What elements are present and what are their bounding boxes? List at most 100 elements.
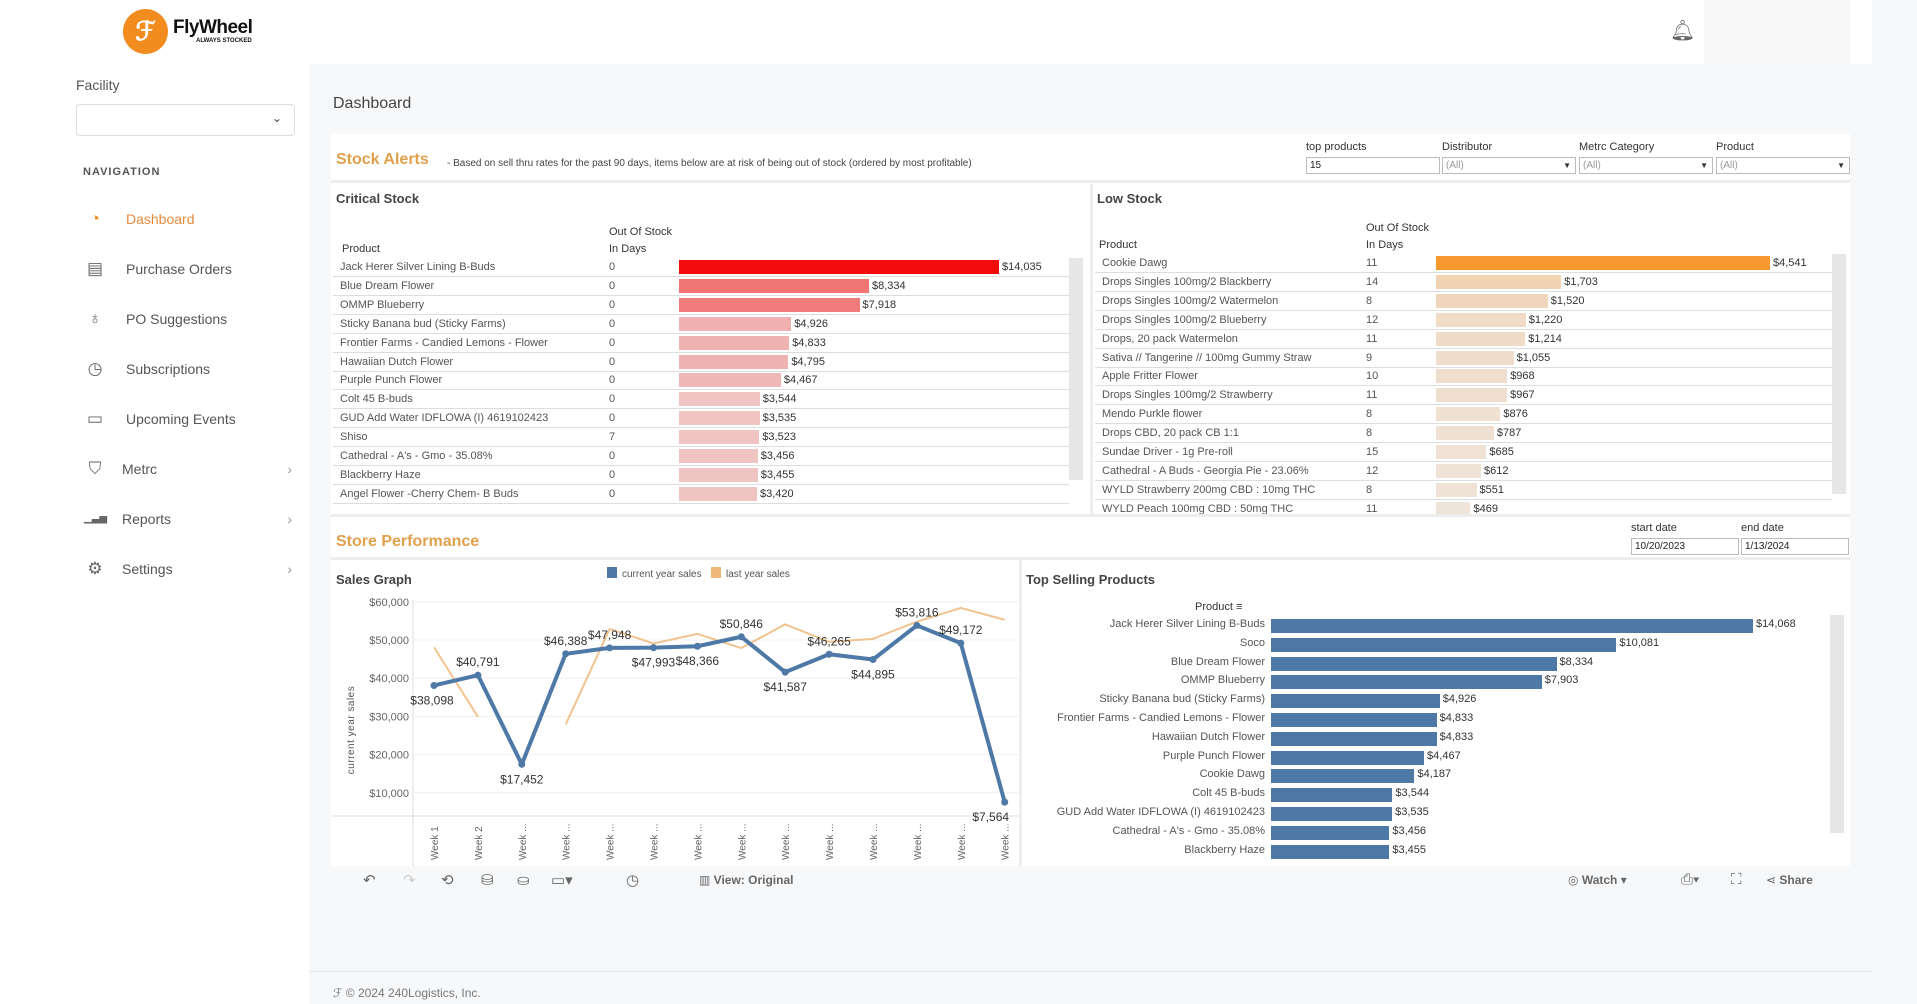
table-row[interactable]: Drops, 20 pack Watermelon 11 $1,214	[1095, 330, 1832, 349]
filter-select-distributor[interactable]: (All) ▼	[1442, 157, 1576, 174]
table-row[interactable]: Drops Singles 100mg/2 Strawberry 11 $967	[1095, 386, 1832, 406]
table-row[interactable]: Angel Flower -Cherry Chem- B Buds 0 $3,420	[333, 485, 1069, 504]
sidebar-item-purchase-orders[interactable]: ▤ Purchase Orders	[84, 254, 294, 284]
product-name: Drops, 20 pack Watermelon	[1102, 332, 1238, 345]
fullscreen-icon[interactable]: ⛶	[1731, 871, 1742, 888]
table-row[interactable]: Apple Fritter Flower 10 $968	[1095, 367, 1832, 387]
sidebar-item-settings[interactable]: ⚙ Settings ›	[84, 554, 294, 584]
table-row[interactable]: Drops Singles 100mg/2 Watermelon 8 $1,520	[1095, 292, 1832, 311]
sidebar: ℱ FlyWheel ALWAYS STOCKED Facility ⌄ NAV…	[0, 0, 309, 1004]
data-label: $48,366	[676, 654, 720, 668]
bar[interactable]	[1271, 656, 1557, 671]
table-row[interactable]: Frontier Farms - Candied Lemons - Flower…	[333, 334, 1069, 353]
download-icon[interactable]: ⎙▾	[1681, 871, 1700, 888]
revert-icon[interactable]: ⟲	[441, 872, 454, 889]
sidebar-item-label: Dashboard	[126, 211, 195, 227]
undo-icon[interactable]: ↶	[363, 872, 376, 889]
days-out-of-stock: 11	[1366, 502, 1378, 514]
sidebar-item-upcoming-events[interactable]: ▭ Upcoming Events	[84, 404, 294, 434]
bar[interactable]	[1271, 731, 1437, 746]
profit-value: $612	[1484, 464, 1509, 477]
top-selling-scrollbar[interactable]	[1830, 615, 1844, 833]
product-name: Purple Punch Flower	[340, 374, 443, 387]
profit-value: $1,520	[1550, 294, 1585, 307]
dropdown-arrow-icon: ▼	[1563, 161, 1571, 170]
performance-icon[interactable]: ◷	[626, 872, 640, 889]
filter-select-metrc-category[interactable]: (All) ▼	[1579, 157, 1713, 174]
sidebar-item-dashboard[interactable]: ◔ Dashboard	[84, 204, 294, 234]
bar-value-label: $14,068	[1756, 618, 1796, 630]
x-tick-label: Week ...	[606, 824, 617, 861]
profit-bar	[679, 354, 789, 369]
profit-value: $7,918	[862, 298, 897, 311]
bar[interactable]	[1271, 788, 1393, 803]
refresh-data-icon[interactable]: ⛁	[481, 872, 494, 889]
table-row[interactable]: Sundae Driver - 1g Pre-roll 15 $685	[1095, 443, 1832, 462]
low-scrollbar[interactable]	[1832, 254, 1846, 494]
table-row[interactable]: Cathedral - A's - Gmo - 35.08% 0 $3,456	[333, 447, 1069, 466]
pause-updates-icon[interactable]: ⛀	[517, 872, 530, 889]
table-row[interactable]: WYLD Strawberry 200mg CBD : 10mg THC 8 $55…	[1095, 481, 1832, 500]
sidebar-item-metrc[interactable]: ⛉ Metrc ›	[84, 454, 294, 484]
bar[interactable]	[1271, 844, 1390, 859]
table-row[interactable]: Sticky Banana bud (Sticky Farms) 0 $4,926	[333, 315, 1069, 334]
redo-icon[interactable]: ↷	[403, 872, 416, 889]
facility-select[interactable]: ⌄	[76, 104, 295, 136]
table-row[interactable]: OMMP Blueberry 0 $7,918	[333, 296, 1069, 315]
watch-button[interactable]: ◎ Watch ▾	[1568, 873, 1627, 887]
view-original-button[interactable]: ▥ View: Original	[699, 873, 793, 887]
end-date-input[interactable]: 1/13/2024	[1741, 538, 1849, 555]
profit-bar	[679, 411, 760, 426]
table-row[interactable]: Purple Punch Flower 0 $4,467	[333, 371, 1069, 391]
table-row[interactable]: Hawaiian Dutch Flower 0 $4,795	[333, 353, 1069, 372]
table-row[interactable]: Blue Dream Flower 0 $8,334	[333, 277, 1069, 296]
sort-icon[interactable]: ≡	[1235, 601, 1243, 613]
filter-select-product[interactable]: (All) ▼	[1716, 157, 1850, 174]
filter-label: Product	[1716, 141, 1754, 153]
share-button[interactable]: ⋖ Share	[1766, 873, 1813, 887]
sidebar-item-po-suggestions[interactable]: ♁ PO Suggestions	[84, 304, 294, 334]
chevron-right-icon: ›	[287, 461, 292, 477]
days-out-of-stock: 12	[1366, 313, 1379, 326]
table-row[interactable]: Shiso 7 $3,523	[333, 428, 1069, 448]
bar[interactable]	[1271, 713, 1437, 727]
product-name: GUD Add Water IDFLOWA (I) 4619102423	[340, 412, 549, 425]
bar[interactable]	[1271, 637, 1617, 652]
table-row[interactable]: Colt 45 B-buds 0 $3,544	[333, 390, 1069, 410]
table-row[interactable]: Sativa // Tangerine // 100mg Gummy Straw…	[1095, 349, 1832, 368]
bar[interactable]	[1271, 769, 1415, 784]
table-row[interactable]: Mendo Purkle flower 8 $876	[1095, 405, 1832, 425]
bar[interactable]	[1271, 750, 1425, 765]
bar[interactable]	[1271, 807, 1393, 821]
table-row[interactable]: WYLD Peach 100mg CBD : 50mg THC 11 $469	[1095, 500, 1832, 514]
table-row[interactable]: Blackberry Haze 0 $3,455	[333, 466, 1069, 485]
sidebar-item-subscriptions[interactable]: ◷ Subscriptions	[84, 354, 294, 384]
bar[interactable]	[1271, 675, 1542, 690]
user-menu[interactable]	[1704, 0, 1850, 64]
table-row[interactable]: Drops Singles 100mg/2 Blackberry 14 $1,703	[1095, 273, 1832, 292]
table-row[interactable]: Drops CBD, 20 pack CB 1:1 8 $787	[1095, 424, 1832, 444]
table-row[interactable]: Cathedral - A Buds - Georgia Pie - 23.06…	[1095, 462, 1832, 481]
bar[interactable]	[1271, 825, 1390, 840]
x-tick-label: Week ...	[650, 824, 661, 861]
header-line: Out Of Stock	[1366, 222, 1429, 234]
profit-bar	[1436, 256, 1770, 270]
table-row[interactable]: Drops Singles 100mg/2 Blueberry 12 $1,220	[1095, 311, 1832, 330]
product-name: Mendo Purkle flower	[1102, 408, 1203, 421]
table-row[interactable]: GUD Add Water IDFLOWA (I) 4619102423 0 $3,…	[333, 409, 1069, 429]
profit-value: $4,926	[794, 317, 828, 330]
sidebar-item-reports[interactable]: ▁▃▅ Reports ›	[84, 504, 294, 534]
critical-scrollbar[interactable]	[1069, 258, 1083, 480]
table-row[interactable]: Jack Herer Silver Lining B-Buds 0 $14,035	[333, 258, 1069, 277]
start-date-input[interactable]: 10/20/2023	[1631, 538, 1739, 555]
top-products-input[interactable]: 15	[1306, 157, 1440, 174]
data-point	[650, 644, 657, 652]
bar[interactable]	[1271, 694, 1440, 709]
device-preview-icon[interactable]: ▭▾	[551, 872, 573, 889]
data-point	[562, 650, 570, 658]
bar[interactable]	[1271, 619, 1753, 633]
bell-icon[interactable]: 🔔︎	[1670, 20, 1696, 42]
facility-label: Facility	[76, 77, 120, 93]
table-row[interactable]: Cookie Dawg 11 $4,541	[1095, 254, 1832, 273]
low-days-header: Out Of Stock In Days	[1366, 220, 1429, 254]
